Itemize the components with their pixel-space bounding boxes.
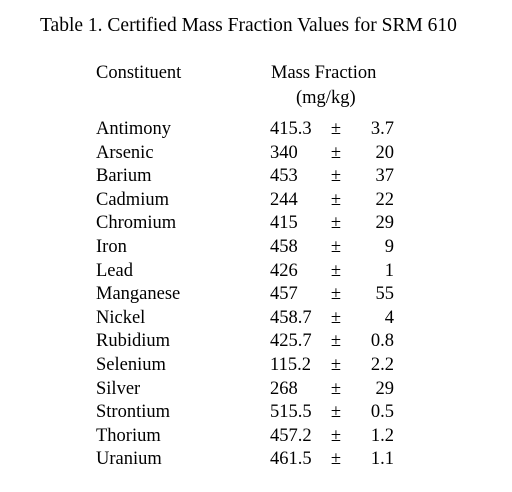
column-header-constituent: Constituent <box>96 63 182 83</box>
table-row: Uranium 461.5 ±1.1 <box>0 448 512 472</box>
constituent-name: Nickel <box>96 307 146 328</box>
plus-minus-sign: ± <box>330 284 342 305</box>
constituent-name: Silver <box>96 378 141 399</box>
table-row: Manganese 457 ±55 <box>0 283 512 307</box>
table-row: Silver 268 ±29 <box>0 378 512 402</box>
plus-minus-sign: ± <box>330 449 342 470</box>
table-row: Arsenic 340 ±20 <box>0 142 512 166</box>
constituent-name: Manganese <box>96 284 181 305</box>
uncertainty-value: 29 <box>375 378 395 399</box>
constituent-name: Antimony <box>96 119 172 139</box>
plus-minus-sign: ± <box>330 166 342 187</box>
table-body: Antimony 415.3 ±3.7 Arsenic 340 ±20 Barium 453 ±… <box>0 118 512 472</box>
constituent-name: Chromium <box>96 213 177 234</box>
mass-fraction-value: 515.5 <box>270 402 312 423</box>
mass-fraction-value: 115.2 <box>270 354 311 375</box>
plus-minus-sign: ± <box>330 402 342 423</box>
uncertainty-value: 0.5 <box>370 402 394 423</box>
plus-minus-sign: ± <box>330 189 342 210</box>
table-row: Chromium 415 ±29 <box>0 212 512 236</box>
constituent-name: Uranium <box>96 449 162 470</box>
uncertainty-value: 4 <box>384 307 394 328</box>
uncertainty-value: 1 <box>384 260 394 281</box>
plus-minus-sign: ± <box>330 307 342 328</box>
plus-minus-sign: ± <box>330 142 342 163</box>
plus-minus-sign: ± <box>330 236 342 257</box>
table-title: Table 1. Certified Mass Fraction Values … <box>40 15 457 36</box>
table-row: Iron 458 ±9 <box>0 236 512 260</box>
mass-fraction-value: 244 <box>270 189 298 210</box>
mass-fraction-value: 453 <box>270 166 298 187</box>
table-row: Rubidium 425.7 ±0.8 <box>0 330 512 354</box>
constituent-name: Iron <box>96 236 127 257</box>
table-row: Nickel 458.7 ±4 <box>0 307 512 331</box>
uncertainty-value: 1.1 <box>370 449 394 470</box>
table-row: Antimony 415.3 ±3.7 <box>0 118 512 142</box>
mass-fraction-value: 425.7 <box>270 331 312 352</box>
plus-minus-sign: ± <box>330 331 342 352</box>
table-row: Thorium 457.2 ±1.2 <box>0 425 512 449</box>
mass-fraction-value: 415 <box>270 213 298 234</box>
mass-fraction-value: 426 <box>270 260 298 281</box>
column-header-unit: (mg/kg) <box>296 88 356 108</box>
plus-minus-sign: ± <box>330 425 342 446</box>
plus-minus-sign: ± <box>330 354 342 375</box>
uncertainty-value: 29 <box>375 213 395 234</box>
uncertainty-value: 2.2 <box>370 354 394 375</box>
constituent-name: Strontium <box>96 402 171 423</box>
plus-minus-sign: ± <box>330 119 342 139</box>
column-header-mass-fraction: Mass Fraction <box>271 63 377 83</box>
constituent-name: Thorium <box>96 425 161 446</box>
constituent-name: Lead <box>96 260 133 281</box>
mass-fraction-value: 268 <box>270 378 298 399</box>
mass-fraction-value: 340 <box>270 142 298 163</box>
plus-minus-sign: ± <box>330 260 342 281</box>
table-row: Cadmium 244 ±22 <box>0 189 512 213</box>
table-row: Selenium 115.2 ±2.2 <box>0 354 512 378</box>
constituent-name: Selenium <box>96 354 166 375</box>
constituent-name: Barium <box>96 166 152 187</box>
table-row: Lead 426 ±1 <box>0 260 512 284</box>
mass-fraction-value: 457.2 <box>270 425 312 446</box>
mass-fraction-value: 461.5 <box>270 449 312 470</box>
uncertainty-value: 0.8 <box>370 331 394 352</box>
constituent-name: Cadmium <box>96 189 169 210</box>
uncertainty-value: 22 <box>375 189 395 210</box>
uncertainty-value: 20 <box>375 142 395 163</box>
constituent-name: Arsenic <box>96 142 154 163</box>
mass-fraction-value: 458 <box>270 236 298 257</box>
uncertainty-value: 1.2 <box>370 425 394 446</box>
table-row: Barium 453 ±37 <box>0 165 512 189</box>
mass-fraction-value: 457 <box>270 284 298 305</box>
mass-fraction-value: 458.7 <box>270 307 312 328</box>
uncertainty-value: 55 <box>375 284 395 305</box>
uncertainty-value: 37 <box>375 166 395 187</box>
plus-minus-sign: ± <box>330 213 342 234</box>
table-row: Strontium 515.5 ±0.5 <box>0 401 512 425</box>
plus-minus-sign: ± <box>330 378 342 399</box>
uncertainty-value: 9 <box>384 236 394 257</box>
uncertainty-value: 3.7 <box>370 119 394 139</box>
mass-fraction-value: 415.3 <box>270 119 312 139</box>
constituent-name: Rubidium <box>96 331 171 352</box>
